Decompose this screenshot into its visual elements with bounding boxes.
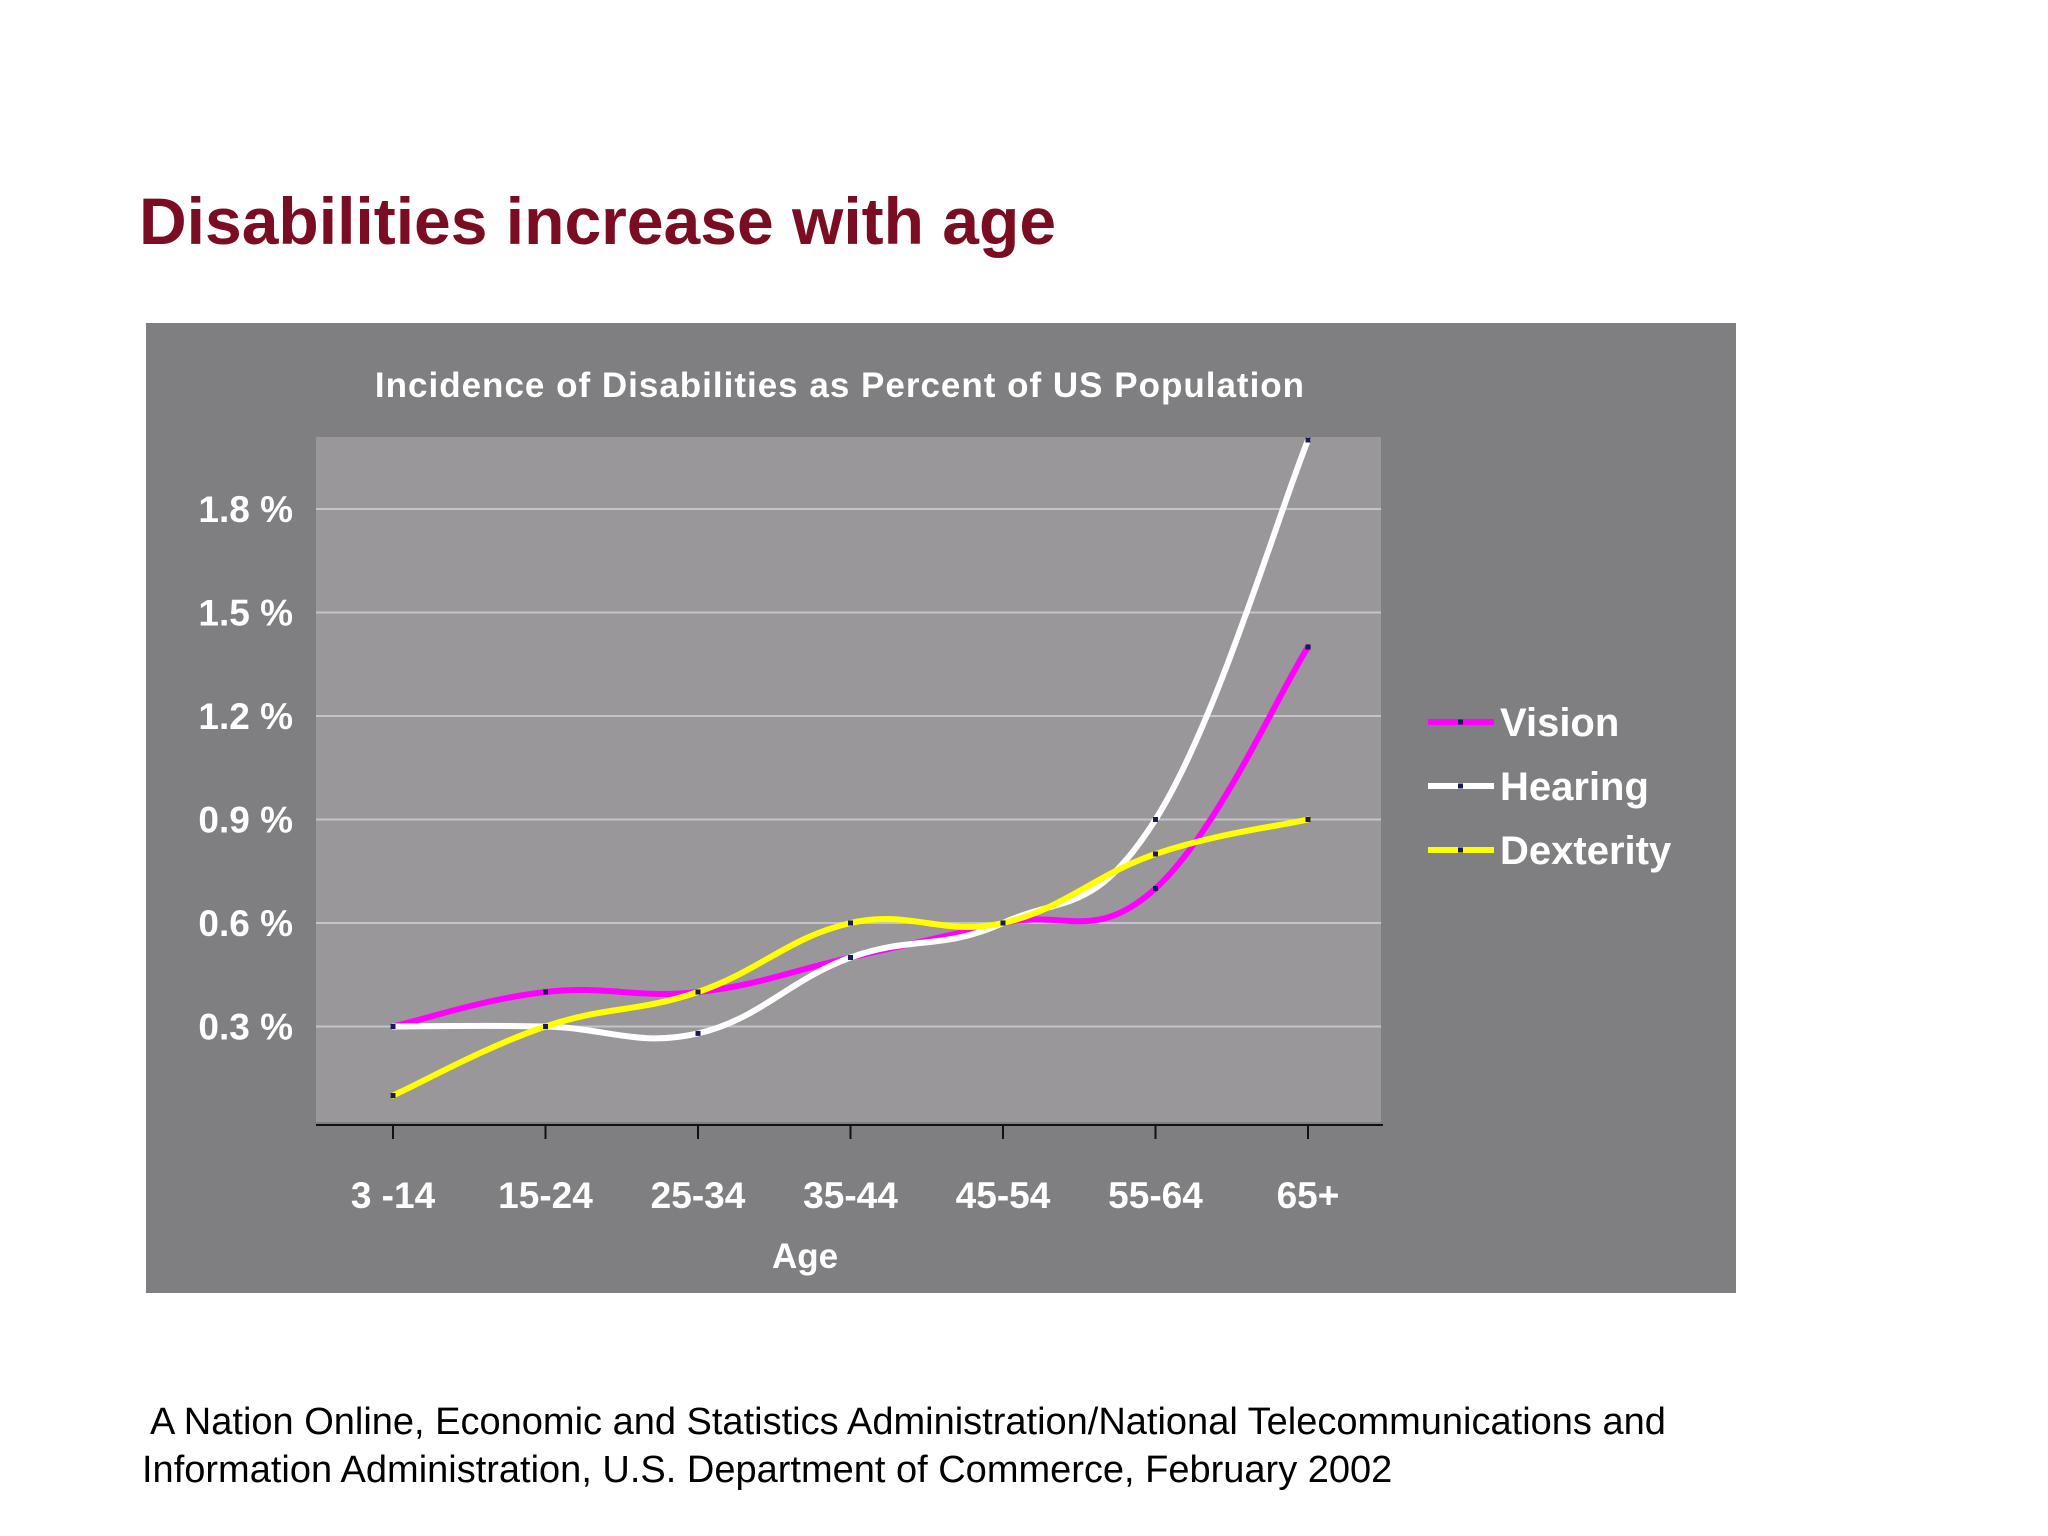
slide-title: Disabilities increase with age [139, 184, 1057, 258]
plot-background [316, 437, 1381, 1122]
legend-marker [1458, 719, 1463, 725]
legend-marker [1458, 783, 1463, 789]
data-point-dexterity [695, 989, 701, 995]
data-point-dexterity [390, 1093, 396, 1098]
x-tick-label: 3 -14 [351, 1175, 436, 1216]
y-tick-label: 0.9 % [198, 800, 293, 841]
y-tick-label: 0.6 % [198, 903, 293, 944]
data-point-dexterity [543, 1024, 548, 1029]
data-point-dexterity [1305, 817, 1311, 822]
source-citation: A Nation Online, Economic and Statistics… [142, 1398, 1942, 1494]
y-tick-label: 1.2 % [198, 696, 293, 737]
data-point-dexterity [848, 920, 853, 926]
data-point-vision [1153, 886, 1158, 891]
x-axis: 3 -14 15-24 25-34 35-44 45-54 55-64 65+ [316, 1124, 1383, 1216]
legend: Vision Hearing Dexterity [1428, 701, 1672, 873]
y-tick-label: 0.3 % [198, 1007, 293, 1048]
data-point-dexterity [1153, 851, 1158, 857]
data-point-dexterity [1000, 920, 1006, 926]
source-line-1: A Nation Online, Economic and Statistics… [150, 1401, 1666, 1443]
legend-label-vision: Vision [1500, 701, 1619, 745]
data-point-hearing [848, 955, 853, 960]
data-point-hearing [390, 1024, 396, 1029]
x-tick-label: 15-24 [498, 1175, 593, 1216]
y-tick-label: 1.8 % [198, 489, 293, 530]
source-line-2: Information Administration, U.S. Departm… [142, 1449, 1393, 1491]
legend-label-hearing: Hearing [1500, 765, 1649, 809]
y-axis-labels: 0.3 % 0.6 % 0.9 % 1.2 % 1.5 % 1.8 % [198, 489, 293, 1048]
x-tick-label: 35-44 [803, 1175, 898, 1216]
series-line-hearing [390, 437, 1311, 1042]
x-tick-label: 65+ [1277, 1175, 1340, 1216]
data-point-hearing [1153, 817, 1158, 822]
x-tick-label: 25-34 [651, 1175, 746, 1216]
x-axis-title: Age [772, 1237, 838, 1276]
x-tick-label: 55-64 [1108, 1175, 1203, 1216]
chart-title: Incidence of Disabilities as Percent of … [375, 366, 1305, 405]
data-point-hearing [1305, 437, 1311, 443]
legend-label-dexterity: Dexterity [1500, 829, 1672, 873]
data-point-vision [1305, 644, 1311, 650]
y-tick-label: 1.5 % [198, 593, 293, 634]
data-point-hearing [695, 1030, 701, 1036]
data-point-vision [543, 989, 548, 995]
legend-marker [1458, 847, 1463, 853]
x-tick-label: 45-54 [956, 1175, 1051, 1216]
series-points [390, 437, 1311, 1098]
